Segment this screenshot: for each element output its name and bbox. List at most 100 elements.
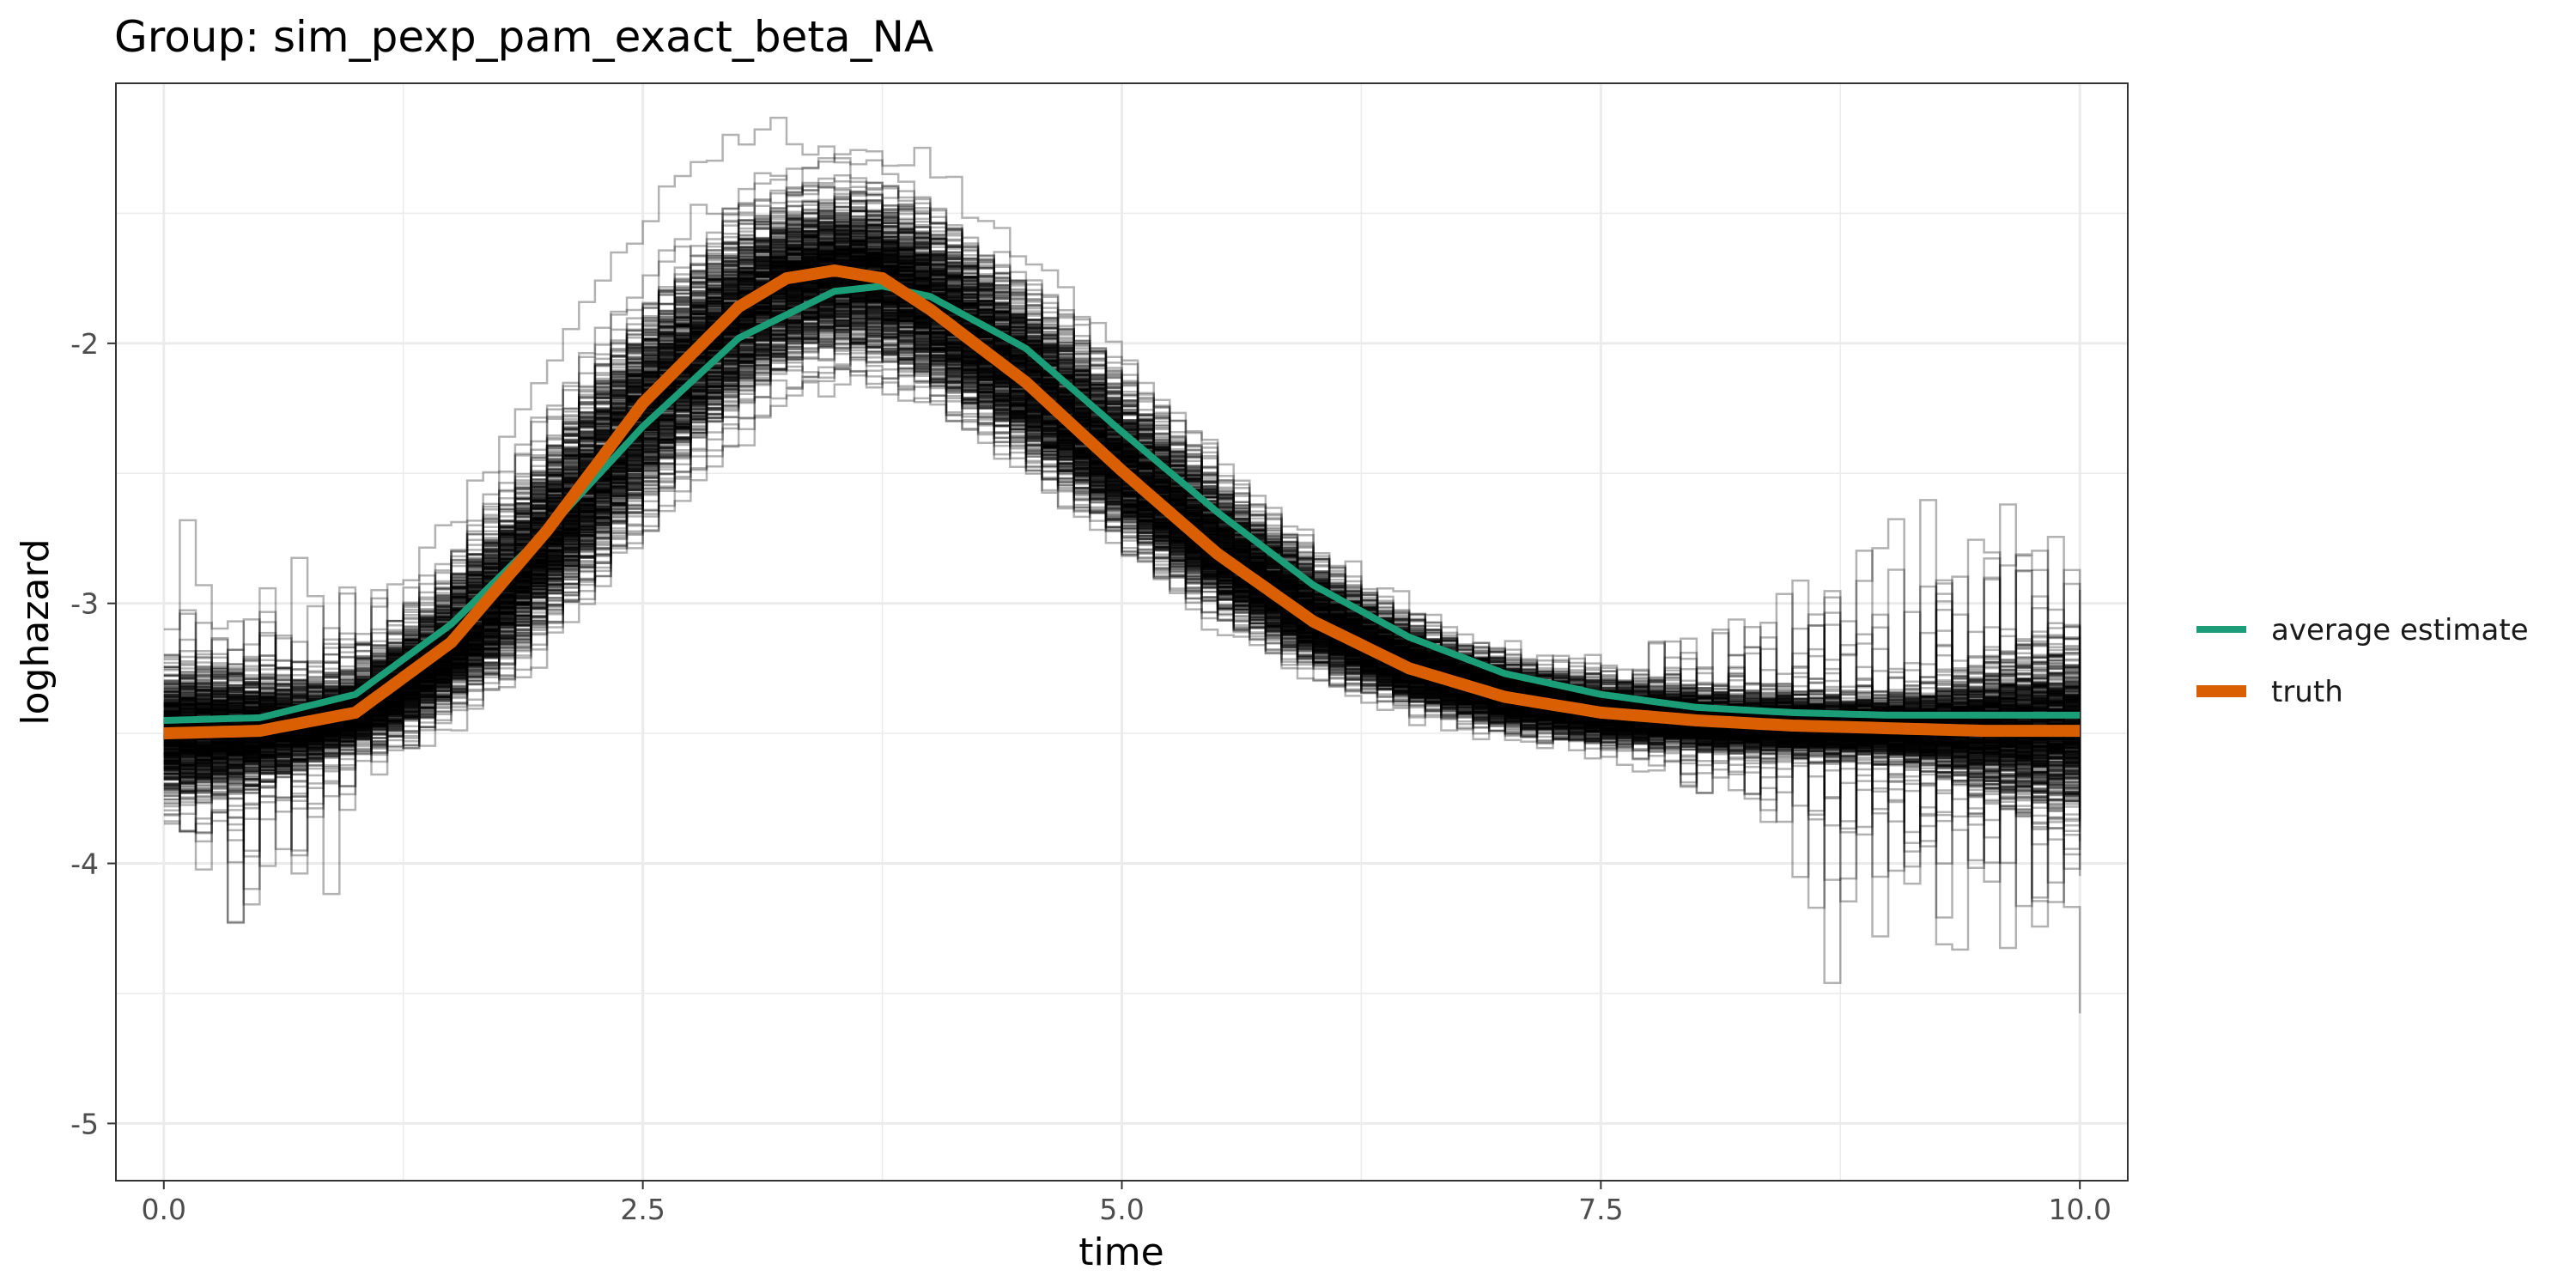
replicate-line xyxy=(163,240,2081,755)
replicate-line xyxy=(163,209,2081,796)
series-lines xyxy=(163,264,2081,740)
replicate-line xyxy=(163,226,2081,762)
replicate-line xyxy=(163,234,2081,787)
replicate-line xyxy=(163,258,2081,769)
replicate-line xyxy=(163,200,2081,743)
replicate-line xyxy=(163,234,2081,716)
replicate-line xyxy=(163,218,2081,728)
replicate-line xyxy=(163,315,2081,746)
replicate-line xyxy=(163,280,2081,774)
replicate-line xyxy=(163,263,2081,750)
replicate-line xyxy=(163,240,2081,790)
replicate-line xyxy=(163,247,2081,832)
replicate-line xyxy=(163,261,2081,785)
replicate-line xyxy=(163,224,2081,775)
replicate-line xyxy=(163,237,2081,775)
replicate-line xyxy=(163,276,2081,908)
replicate-line xyxy=(163,275,2081,744)
replicate-line xyxy=(163,263,2081,752)
replicate-line xyxy=(163,252,2081,792)
replicate-line xyxy=(163,202,2081,747)
replicate-line xyxy=(163,253,2081,731)
x-axis-title: time xyxy=(1078,1230,1163,1274)
chart-title: Group: sim_pexp_pam_exact_beta_NA xyxy=(114,12,933,62)
replicate-line xyxy=(163,307,2081,777)
replicate-line xyxy=(163,257,2081,762)
replicate-line xyxy=(163,317,2081,984)
replicate-line xyxy=(163,335,2081,755)
replicate-line xyxy=(163,239,2081,777)
replicate-line xyxy=(163,256,2081,756)
replicate-line xyxy=(163,233,2081,802)
replicate-line xyxy=(163,249,2081,726)
replicate-line xyxy=(163,281,2081,794)
y-tick-label: -4 xyxy=(70,848,99,881)
replicate-line xyxy=(163,262,2081,752)
replicate-line xyxy=(163,201,2081,767)
replicate-line xyxy=(163,266,2081,778)
replicate-line xyxy=(163,200,2081,762)
replicate-line xyxy=(163,191,2081,781)
legend-label: truth xyxy=(2271,675,2343,709)
replicate-line xyxy=(163,228,2081,906)
replicate-line xyxy=(163,219,2081,760)
grid-major xyxy=(116,83,2128,1181)
replicate-line xyxy=(163,252,2081,736)
replicate-line xyxy=(163,342,2081,764)
replicate-line xyxy=(163,311,2081,924)
replicate-line xyxy=(163,270,2081,733)
replicate-line xyxy=(163,291,2081,782)
replicate-line xyxy=(163,255,2081,745)
replicate-line xyxy=(163,242,2081,775)
replicate-line xyxy=(163,244,2081,767)
replicate-line xyxy=(163,301,2081,805)
replicate-line xyxy=(163,219,2081,752)
replicate-line xyxy=(163,195,2081,740)
replicate-line xyxy=(163,264,2081,747)
series-line-average-estimate xyxy=(163,283,2081,724)
replicate-line xyxy=(163,258,2081,755)
replicate-line xyxy=(163,254,2081,784)
x-tick-label: 0.0 xyxy=(142,1193,186,1226)
replicate-line xyxy=(163,269,2081,794)
replicate-line xyxy=(163,343,2081,760)
x-tick-label: 2.5 xyxy=(620,1193,665,1226)
replicate-line xyxy=(163,325,2081,791)
replicate-line xyxy=(163,231,2081,821)
replicate-line xyxy=(163,326,2081,763)
replicate-line xyxy=(163,310,2081,783)
replicate-line xyxy=(163,305,2081,771)
replicate-line xyxy=(163,278,2081,762)
replicate-line xyxy=(163,250,2081,768)
replicate-line xyxy=(163,253,2081,779)
replicate-line xyxy=(163,312,2081,762)
replicate-line xyxy=(163,254,2081,764)
replicate-line xyxy=(163,325,2081,764)
replicate-line xyxy=(163,220,2081,753)
replicate-line xyxy=(163,280,2081,796)
replicate-line xyxy=(163,302,2081,740)
replicate-line xyxy=(163,250,2081,738)
replicate-line xyxy=(163,283,2081,750)
x-tick-label: 7.5 xyxy=(1578,1193,1623,1226)
replicate-line xyxy=(163,274,2081,749)
replicate-line xyxy=(163,225,2081,853)
replicate-line xyxy=(163,251,2081,753)
replicate-line xyxy=(163,230,2081,740)
replicate-line xyxy=(163,298,2081,805)
replicate-line xyxy=(163,240,2081,747)
replicate-line xyxy=(163,313,2081,799)
replicate-line xyxy=(163,283,2081,950)
x-tick-label: 5.0 xyxy=(1099,1193,1144,1226)
y-tick-label: -5 xyxy=(70,1107,99,1140)
replicate-line xyxy=(163,218,2081,761)
replicate-line xyxy=(163,270,2081,759)
replicate-line xyxy=(163,279,2081,757)
x-tick-label: 10.0 xyxy=(2048,1193,2111,1226)
replicate-line xyxy=(163,283,2081,765)
replicate-line xyxy=(163,305,2081,752)
replicate-line xyxy=(163,252,2081,808)
replicate-line xyxy=(163,293,2081,852)
replicate-line xyxy=(163,246,2081,752)
